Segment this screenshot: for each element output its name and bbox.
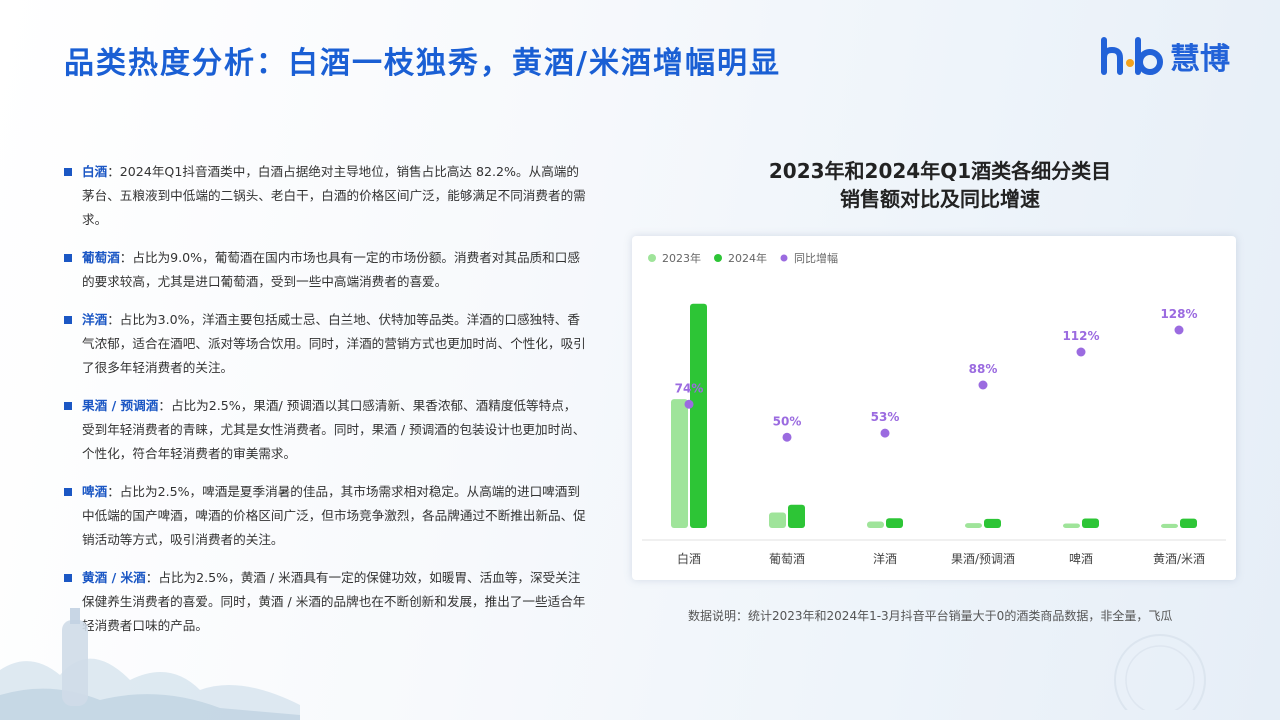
- bullet-heading: 果酒 / 预调酒: [82, 398, 159, 413]
- bullet-marker-icon: [64, 254, 72, 262]
- bar: [1161, 523, 1178, 528]
- growth-point: [1076, 347, 1086, 357]
- bar: [690, 303, 707, 528]
- growth-point: [880, 428, 890, 438]
- bullet-item: 啤酒：占比为2.5%，啤酒是夏季消暑的佳品，其市场需求相对稳定。从高端的进口啤酒…: [64, 480, 586, 552]
- growth-data-label: 74%: [675, 381, 704, 395]
- bullet-marker-icon: [64, 402, 72, 410]
- bar: [1180, 518, 1197, 528]
- growth-data-label: 53%: [871, 410, 900, 424]
- bullet-heading: 啤酒: [82, 484, 108, 499]
- growth-data-label: 88%: [969, 362, 998, 376]
- bullet-item: 白酒：2024年Q1抖音酒类中，白酒占据绝对主导地位，销售占比高达 82.2%。…: [64, 160, 586, 232]
- bullet-item: 葡萄酒：占比为9.0%，葡萄酒在国内市场也具有一定的市场份额。消费者对其品质和口…: [64, 246, 586, 294]
- bar: [671, 399, 688, 528]
- growth-point: [978, 380, 988, 390]
- bullet-marker-icon: [64, 168, 72, 176]
- bullet-item: 洋酒：占比为3.0%，洋酒主要包括威士忌、白兰地、伏特加等品类。洋酒的口感独特、…: [64, 308, 586, 380]
- bullet-heading: 葡萄酒: [82, 250, 120, 265]
- growth-point: [684, 399, 694, 409]
- page-title: 品类热度分析：白酒一枝独秀，黄酒/米酒增幅明显: [64, 46, 781, 81]
- chart-title-line: 2023年和2024年Q1酒类各细分类目: [768, 159, 1112, 183]
- data-note: 数据说明：统计2023年和2024年1-3月抖音平台销量大于0的酒类商品数据，非…: [688, 609, 1173, 623]
- bullet-marker-icon: [64, 316, 72, 324]
- growth-data-label: 128%: [1160, 307, 1197, 321]
- mountain-landscape-decoration: [0, 608, 300, 720]
- bullet-list: 白酒：2024年Q1抖音酒类中，白酒占据绝对主导地位，销售占比高达 82.2%。…: [64, 160, 586, 652]
- hb-logo-icon: [1101, 37, 1163, 75]
- growth-data-label: 50%: [773, 414, 802, 428]
- x-tick-label: 啤酒: [1069, 551, 1093, 566]
- chart-title-line: 销售额对比及同比增速: [840, 187, 1040, 211]
- x-tick-label: 葡萄酒: [769, 552, 805, 566]
- bullet-heading: 黄酒 / 米酒: [82, 570, 146, 585]
- bullet-marker-icon: [64, 488, 72, 496]
- growth-point: [1174, 325, 1184, 335]
- bullet-text: ：占比为2.5%，啤酒是夏季消暑的佳品，其市场需求相对稳定。从高端的进口啤酒到中…: [82, 484, 586, 547]
- bar: [984, 518, 1001, 528]
- legend-label: 同比增幅: [794, 251, 838, 265]
- x-tick-label: 黄酒/米酒: [1153, 552, 1205, 566]
- seal-stamp-decoration: [1114, 634, 1206, 710]
- bar: [1063, 523, 1080, 528]
- bar: [965, 523, 982, 528]
- bullet-heading: 洋酒: [82, 312, 108, 327]
- bullet-item: 果酒 / 预调酒：占比为2.5%，果酒/ 预调酒以其口感清新、果香浓郁、酒精度低…: [64, 394, 586, 466]
- legend-label: 2024年: [728, 251, 767, 265]
- chart-panel: 2023年 2024年 同比增幅白酒 葡萄酒 洋酒 果酒/预调酒 啤酒 黄酒/米酒 74% 50%…: [632, 236, 1236, 580]
- brand-name: 慧博: [1170, 42, 1230, 77]
- x-tick-label: 果酒/预调酒: [951, 552, 1015, 566]
- bullet-text: ：占比为3.0%，洋酒主要包括威士忌、白兰地、伏特加等品类。洋酒的口感独特、香气…: [82, 312, 586, 375]
- bar: [886, 518, 903, 528]
- bar: [769, 512, 786, 528]
- x-tick-label: 洋酒: [873, 551, 897, 566]
- bar: [1082, 518, 1099, 528]
- bar: [867, 521, 884, 528]
- bullet-text: ：占比为9.0%，葡萄酒在国内市场也具有一定的市场份额。消费者对其品质和口感的要…: [82, 250, 580, 289]
- bullet-text: ：占比为2.5%，黄酒 / 米酒具有一定的保健功效，如暖胃、活血等，深受关注保健…: [82, 570, 586, 633]
- bullet-item: 黄酒 / 米酒：占比为2.5%，黄酒 / 米酒具有一定的保健功效，如暖胃、活血等…: [64, 566, 586, 638]
- chart-title: 2023年和2024年Q1酒类各细分类目 销售额对比及同比增速: [640, 157, 1240, 213]
- legend-marker: [648, 254, 656, 262]
- growth-data-label: 112%: [1062, 329, 1099, 343]
- growth-point: [782, 432, 792, 442]
- legend-label: 2023年: [662, 251, 701, 265]
- bullet-text: ：占比为2.5%，果酒/ 预调酒以其口感清新、果香浓郁、酒精度低等特点，受到年轻…: [82, 398, 586, 461]
- bullet-heading: 白酒: [82, 164, 108, 179]
- bullet-text: ：2024年Q1抖音酒类中，白酒占据绝对主导地位，销售占比高达 82.2%。从高…: [82, 164, 586, 227]
- x-tick-label: 白酒: [677, 551, 701, 566]
- bullet-marker-icon: [64, 574, 72, 582]
- legend-marker: [780, 254, 788, 262]
- brand-logo: 慧博: [1100, 34, 1230, 78]
- bar: [788, 504, 805, 528]
- legend-marker: [714, 254, 722, 262]
